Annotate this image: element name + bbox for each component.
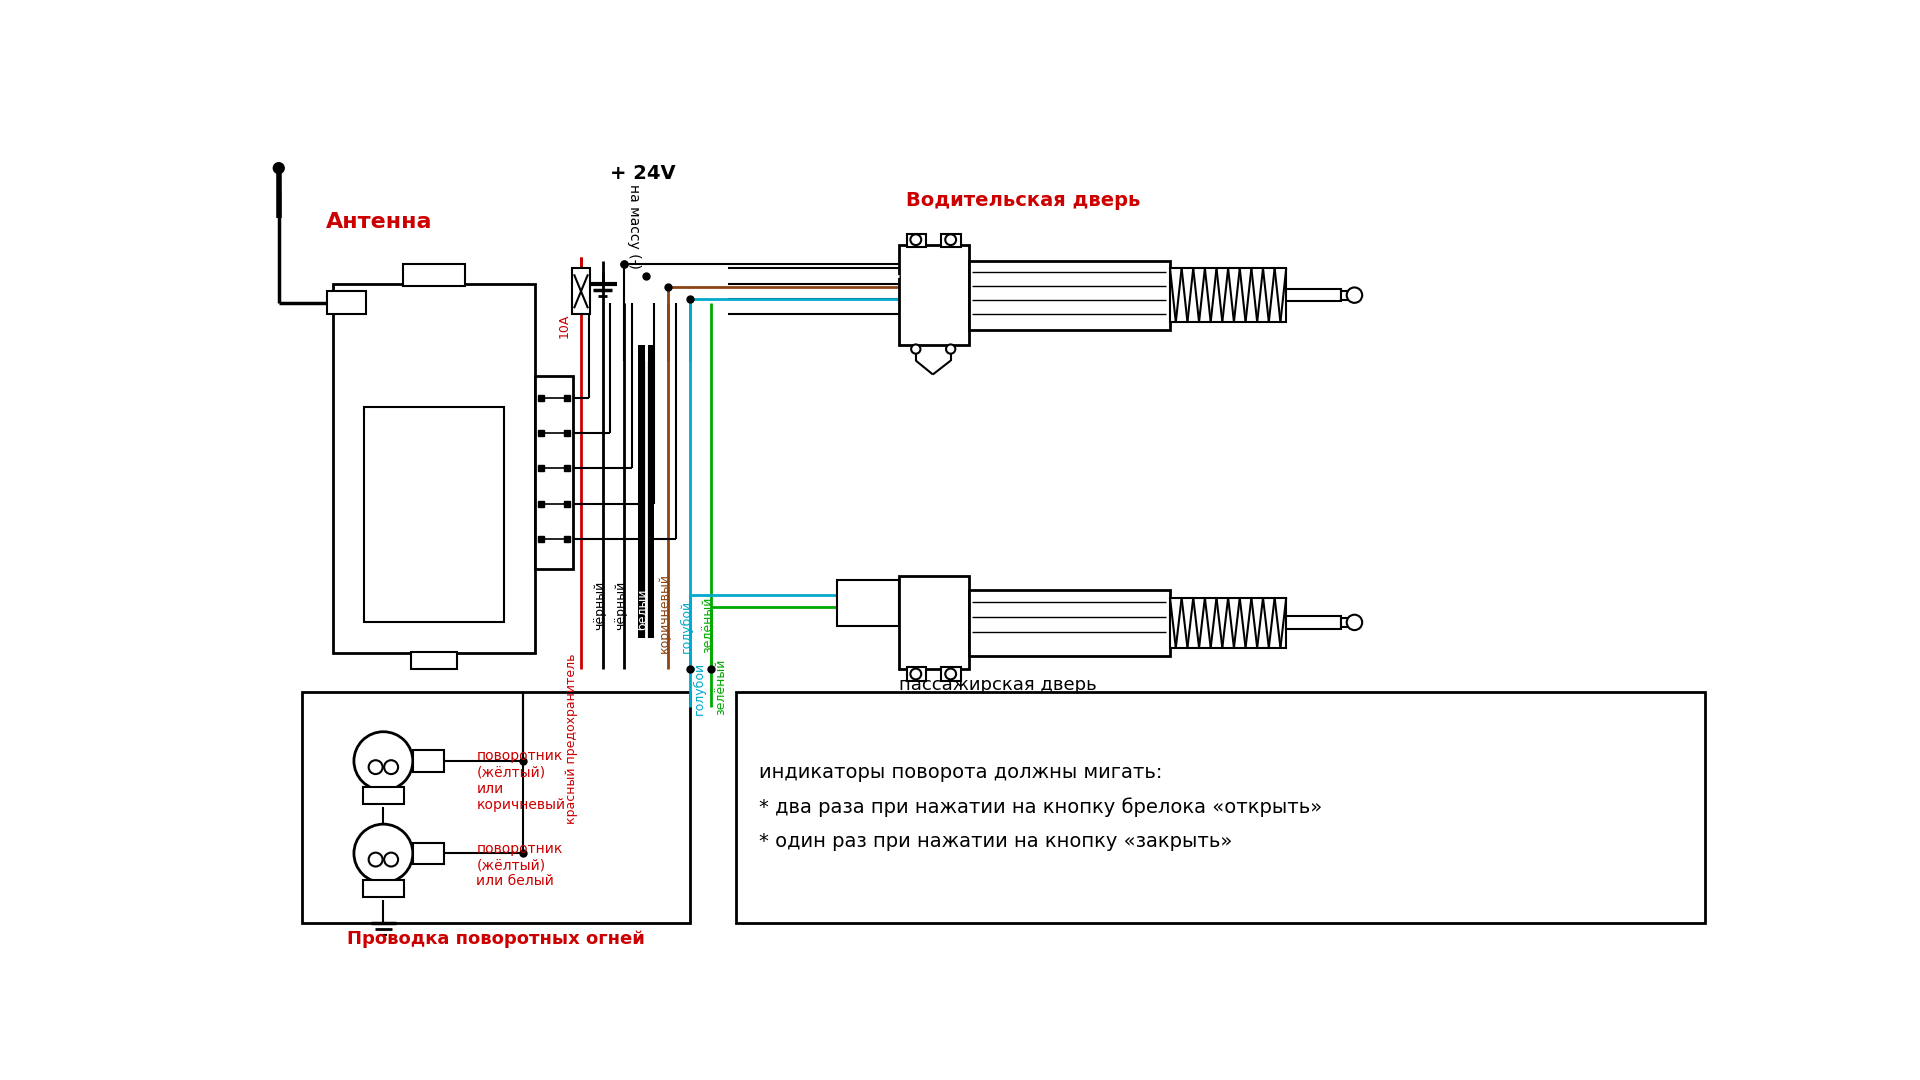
Circle shape (947, 345, 956, 353)
Circle shape (912, 345, 920, 353)
Bar (301, 691, 689, 922)
Bar (1286, 617, 1340, 629)
Text: голубой: голубой (680, 600, 693, 653)
Text: 10А: 10А (557, 314, 570, 338)
Bar (899, 577, 968, 669)
Bar (413, 751, 444, 772)
Text: + 24V: + 24V (611, 164, 676, 184)
Circle shape (945, 669, 956, 679)
Text: зелёный: зелёный (714, 659, 728, 715)
Circle shape (910, 234, 922, 245)
Bar (326, 292, 365, 314)
Circle shape (369, 852, 382, 866)
Bar (413, 842, 444, 864)
Bar (572, 268, 589, 314)
Circle shape (384, 760, 397, 774)
Bar (411, 651, 457, 669)
Bar (906, 233, 925, 247)
Bar (365, 407, 503, 622)
Circle shape (273, 163, 284, 174)
Bar (941, 667, 960, 680)
Text: белый: белый (636, 589, 649, 630)
Bar (735, 691, 1705, 922)
Bar (403, 265, 465, 286)
Text: Водительская дверь: Водительская дверь (906, 191, 1140, 211)
Bar (941, 233, 960, 247)
Text: коричневый: коричневый (659, 573, 670, 653)
Bar (363, 879, 403, 896)
Text: поворотник
(жёлтый)
или белый: поворотник (жёлтый) или белый (476, 841, 563, 888)
Text: пассажирская дверь: пассажирская дверь (899, 676, 1096, 694)
Text: индикаторы поворота должны мигать:
* два раза при нажатии на кнопку брелока «отк: индикаторы поворота должны мигать: * два… (758, 762, 1323, 851)
Bar (637, 346, 655, 638)
Text: зелёный: зелёный (701, 597, 714, 653)
Text: чёрный: чёрный (614, 581, 628, 630)
Text: красный предохранитель: красный предохранитель (564, 653, 578, 824)
Bar (1340, 291, 1354, 300)
Bar (899, 245, 968, 346)
Circle shape (353, 824, 413, 882)
Bar (968, 590, 1169, 656)
Circle shape (369, 760, 382, 774)
Text: чёрный: чёрный (593, 581, 607, 630)
Text: Антенна: Антенна (326, 212, 432, 232)
Bar (906, 667, 925, 680)
Bar (968, 260, 1169, 329)
Text: голубой: голубой (693, 662, 707, 715)
Text: на массу (-): на массу (-) (628, 184, 641, 268)
Bar (1169, 268, 1286, 322)
Circle shape (945, 234, 956, 245)
Bar (332, 284, 534, 653)
Bar (1169, 597, 1286, 648)
Circle shape (384, 852, 397, 866)
Circle shape (353, 732, 413, 791)
Circle shape (1346, 615, 1361, 630)
Bar (837, 580, 899, 626)
Circle shape (1346, 287, 1361, 302)
Circle shape (910, 669, 922, 679)
Bar (1286, 289, 1340, 301)
Text: Проводка поворотных огней: Проводка поворотных огней (348, 930, 645, 948)
Bar (1340, 618, 1354, 627)
Bar (363, 787, 403, 805)
Text: поворотник
(жёлтый)
или
коричневый: поворотник (жёлтый) или коричневый (476, 750, 566, 812)
Bar (534, 376, 574, 568)
